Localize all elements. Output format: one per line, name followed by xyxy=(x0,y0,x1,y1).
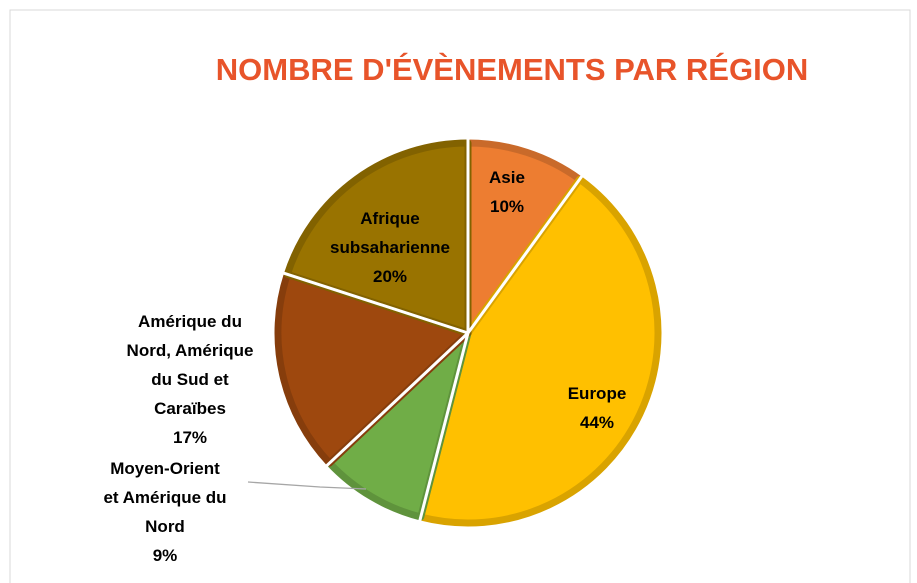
chart-title: NOMBRE D'ÉVÈNEMENTS PAR RÉGION xyxy=(216,52,808,87)
slice-separator xyxy=(283,271,469,335)
slice-separator xyxy=(466,175,584,334)
slice-label: Europe xyxy=(568,384,627,403)
pie-slice xyxy=(417,175,662,527)
pie-slice xyxy=(325,329,472,521)
slice-separator xyxy=(325,331,470,467)
pie-slice xyxy=(274,270,472,467)
pie-slice xyxy=(283,139,472,337)
slice-value-label: 44% xyxy=(580,413,614,432)
slice-label: Moyen-Orient et Amérique du Nord xyxy=(103,459,226,536)
slice-label: Amérique du Nord, Amérique du Sud et Caraïb… xyxy=(127,312,254,418)
pie-slice xyxy=(464,139,584,337)
slice-label: Asie xyxy=(489,168,525,187)
slice-label: Afrique subsaharienne xyxy=(330,209,450,257)
slice-value-label: 9% xyxy=(153,546,178,565)
slice-value-label: 20% xyxy=(373,267,407,286)
leader-line xyxy=(247,481,367,490)
slice-separator xyxy=(418,332,470,522)
slice-value-label: 10% xyxy=(490,197,524,216)
slice-value-label: 17% xyxy=(173,428,207,447)
